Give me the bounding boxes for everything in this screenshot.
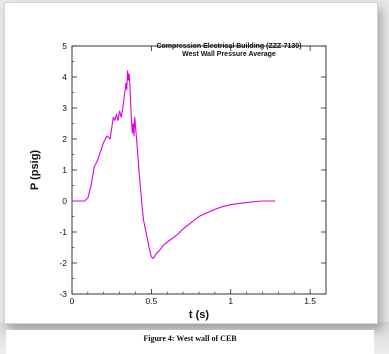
y-axis-label: P (psig) [29,150,41,190]
x-tick-label: 0.5 [145,296,157,306]
x-tick-label: 1.5 [304,296,316,306]
chart-subtitle: West Wall Pressure Average [182,51,276,58]
y-tick-label: 5 [62,41,67,51]
x-axis-label: t (s) [189,309,210,321]
y-tick-label: -1 [59,227,67,237]
caption-band: Figure 4: West wall of CEB [6,330,374,354]
chart-title: Compression Electrical Building (ZZZ-713… [156,43,301,50]
y-tick-label: 0 [62,196,67,206]
x-tick-label: 1 [228,296,233,306]
y-tick-label: 4 [62,72,67,82]
y-tick-label: 1 [62,165,67,175]
figure-page [4,2,378,324]
y-tick-label: 3 [62,103,67,113]
figure-caption: Figure 4: West wall of CEB [143,334,237,343]
y-tick-label: -2 [59,258,67,268]
y-tick-label: 2 [62,134,67,144]
plot-frame [71,45,327,295]
x-tick-label: 0 [70,296,75,306]
series-line-0 [72,70,276,259]
y-tick-label: -3 [59,289,67,299]
